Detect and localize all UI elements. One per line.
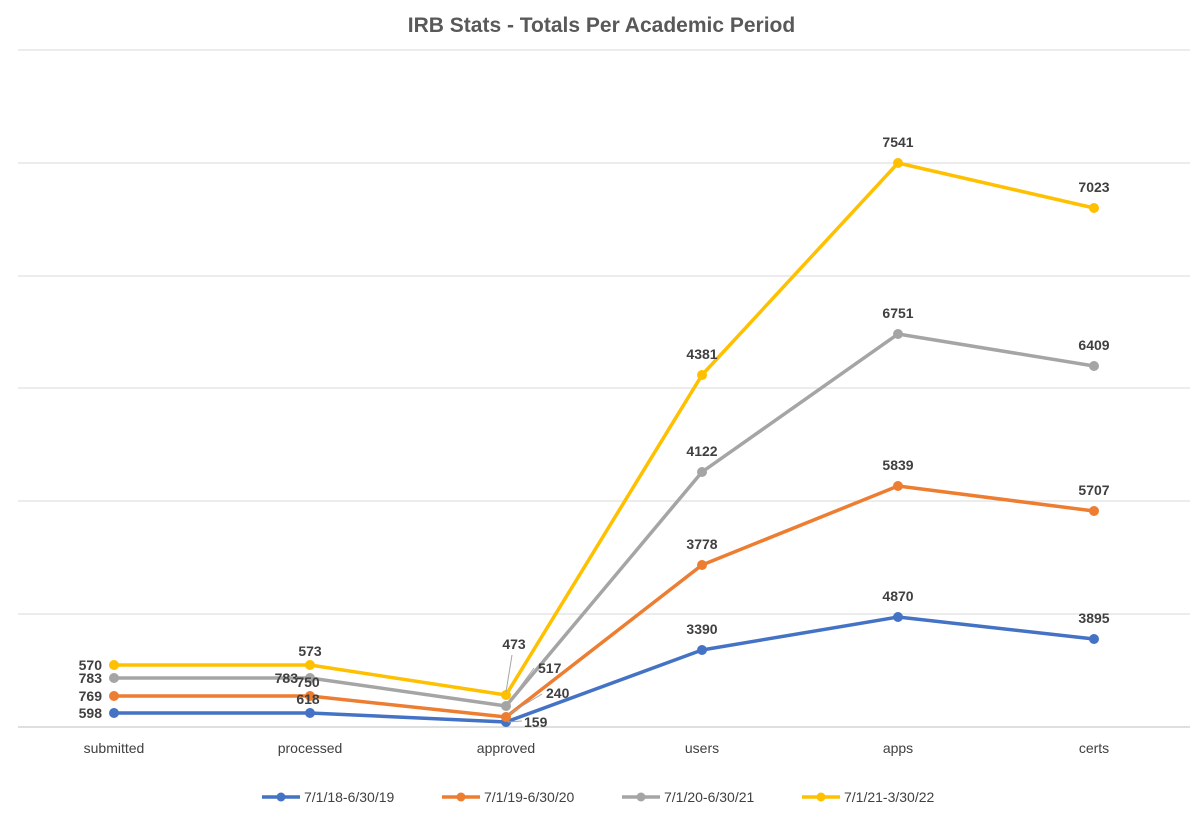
data-point-3-apps [893,329,903,339]
legend-label-2: 7/1/19-6/30/20 [484,789,575,805]
x-tick-label-certs: certs [1079,740,1109,756]
data-point-1-submitted [109,708,119,718]
x-tick-label-processed: processed [278,740,343,756]
data-label-3-processed: 783 [275,670,299,686]
data-label-4-certs: 7023 [1078,179,1109,195]
data-point-1-certs [1089,634,1099,644]
data-point-1-processed [305,708,315,718]
data-point-1-users [697,645,707,655]
data-point-2-apps [893,481,903,491]
data-label-3-certs: 6409 [1078,337,1109,353]
data-label-2-processed: 750 [296,674,320,690]
data-label-3-apps: 6751 [882,305,913,321]
data-label-leader [508,667,535,703]
legend-marker-2 [456,792,466,802]
data-point-3-users [697,467,707,477]
series-line-3 [112,332,1096,708]
series-line-2 [112,484,1096,719]
data-point-2-submitted [109,691,119,701]
data-label-1-approved: 159 [524,714,548,730]
data-label-4-apps: 7541 [882,134,913,150]
data-label-1-apps: 4870 [882,588,913,604]
data-label-1-submitted: 598 [79,705,103,721]
legend-label-4: 7/1/21-3/30/22 [844,789,935,805]
data-point-4-processed [305,660,315,670]
data-point-1-apps [893,612,903,622]
data-label-2-certs: 5707 [1078,482,1109,498]
legend-label-1: 7/1/18-6/30/19 [304,789,395,805]
legend-marker-1 [276,792,286,802]
data-label-2-users: 3778 [686,536,717,552]
data-label-4-submitted: 570 [79,657,103,673]
data-label-1-certs: 3895 [1078,610,1109,626]
data-label-2-approved: 240 [546,685,570,701]
data-point-2-processed [305,691,315,701]
data-label-1-processed: 618 [296,691,320,707]
data-point-2-approved [501,712,511,722]
data-point-3-processed [305,673,315,683]
data-label-4-approved: 473 [502,636,526,652]
data-point-3-certs [1089,361,1099,371]
series-line-1 [112,615,1096,724]
data-label-3-users: 4122 [686,443,717,459]
legend-marker-4 [816,792,826,802]
data-label-2-apps: 5839 [882,457,913,473]
data-label-3-submitted: 783 [79,670,103,686]
data-point-4-certs [1089,203,1099,213]
x-tick-label-apps: apps [883,740,913,756]
data-point-4-apps [893,158,903,168]
x-tick-label-approved: approved [477,740,535,756]
legend-label-3: 7/1/20-6/30/21 [664,789,755,805]
data-point-2-users [697,560,707,570]
data-label-leader [508,693,543,715]
data-label-leader [507,720,523,723]
chart-title: IRB Stats - Totals Per Academic Period [407,14,796,37]
x-tick-label-submitted: submitted [84,740,145,756]
data-point-4-users [697,370,707,380]
data-label-1-users: 3390 [686,621,717,637]
x-tick-label-users: users [685,740,719,756]
data-label-4-users: 4381 [686,346,717,362]
data-label-4-processed: 573 [298,643,322,659]
data-point-3-submitted [109,673,119,683]
data-label-2-submitted: 769 [79,688,103,704]
data-point-2-certs [1089,506,1099,516]
series-line-4 [112,161,1096,697]
data-point-4-submitted [109,660,119,670]
data-point-3-approved [501,701,511,711]
data-label-leader [505,654,513,693]
legend-marker-3 [636,792,646,802]
data-label-3-approved: 517 [538,660,562,676]
